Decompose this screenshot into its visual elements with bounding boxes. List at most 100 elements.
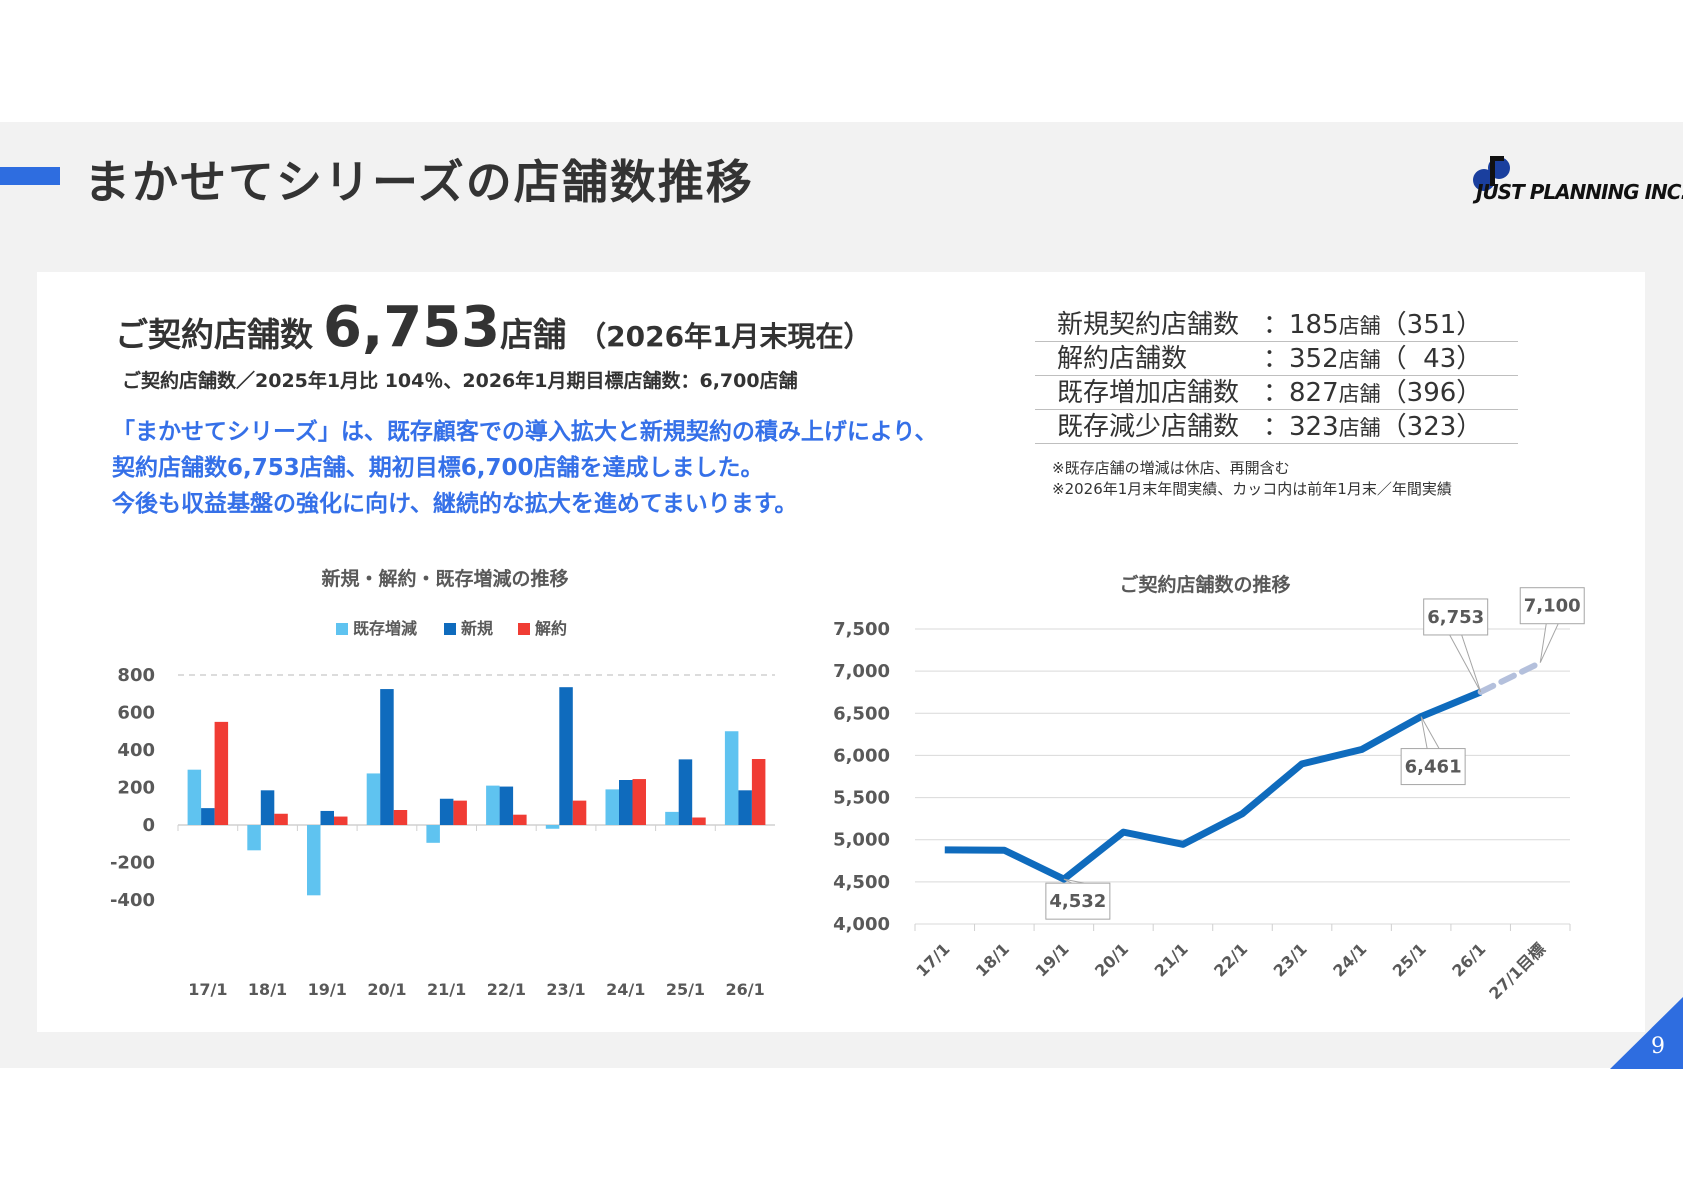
y-tick-label: 400 — [117, 740, 155, 761]
callout-box — [1519, 587, 1585, 625]
stat-value: ：185店舗（351） — [1263, 308, 1482, 343]
y-tick-label: 4,000 — [833, 914, 890, 935]
company-logo-text: JUST PLANNING INC. — [1476, 180, 1683, 204]
stat-number: 827 — [1289, 378, 1339, 408]
bar — [274, 813, 288, 825]
y-tick-label: -200 — [110, 853, 155, 874]
stat-row-existing-decrease: 既存減少店舗数 ：323店舗（323） — [1035, 410, 1518, 444]
chart-title: 新規・解約・既存増減の推移 — [321, 567, 568, 590]
page-number: 9 — [1651, 1034, 1665, 1059]
stat-number: 352 — [1289, 344, 1339, 374]
callout-pointer — [1539, 623, 1559, 663]
bar — [260, 790, 275, 825]
callout-box — [1423, 598, 1489, 636]
x-tick-label: 25/1 — [1389, 939, 1430, 980]
stat-value: ：352店舗（ 43） — [1263, 342, 1482, 377]
data-label: 4,532 — [1049, 891, 1106, 912]
line-chart: ご契約店舗数の推移 4,000 4,500 5,000 5,500 6,000 6,500 7… — [833, 573, 1585, 1003]
stat-sep: ： — [1263, 310, 1290, 340]
bar — [692, 817, 706, 825]
content-panel — [37, 272, 1645, 1032]
y-tick-label: 0 — [142, 815, 155, 836]
contract-line — [944, 688, 1483, 883]
x-tick-label: 22/1 — [1210, 939, 1251, 980]
bar — [513, 814, 527, 825]
bar — [738, 790, 752, 825]
x-tick-label: 26/1 — [1448, 939, 1489, 980]
y-tick-label: 7,500 — [833, 619, 890, 640]
headline-as-of: （2026年1月末現在） — [578, 320, 872, 353]
x-tick-label: 19/1 — [308, 980, 347, 999]
bar — [545, 825, 560, 829]
x-tick-label: 24/1 — [1329, 939, 1370, 980]
x-tick-label: 23/1 — [1270, 939, 1311, 980]
callout-pointer — [1420, 716, 1440, 749]
bar — [393, 810, 408, 825]
x-tick-label: 19/1 — [1032, 939, 1073, 980]
headline-subline: ご契約店舗数／2025年1月比 104％、2026年1月期目標店舗数：6,700… — [122, 370, 798, 392]
x-tick-label: 27/1目標 — [1485, 939, 1549, 1003]
bar — [187, 769, 202, 825]
stat-name: 解約店舗数 — [1057, 344, 1188, 374]
bar — [486, 785, 500, 825]
headline-unit: 店舗 — [500, 315, 567, 354]
bar — [439, 798, 454, 825]
bar — [426, 825, 440, 843]
x-tick-label: 18/1 — [248, 980, 287, 999]
stats-table: 新規契約店舗数 ：185店舗（351） 解約店舗数 ：352店舗（ 43） 既存… — [1035, 308, 1518, 444]
message: 「まかせてシリーズ」は、既存顧客での導入拡大と新規契約の積み上げにより、 契約店… — [112, 414, 937, 522]
y-tick-label: 200 — [117, 778, 155, 799]
x-tick-label: 24/1 — [606, 980, 645, 999]
stat-unit: 店舗 — [1338, 348, 1381, 372]
y-tick-label: 6,500 — [833, 703, 890, 724]
stat-name: 新規契約店舗数 — [1057, 310, 1240, 340]
callout-pointer — [1063, 878, 1084, 884]
y-tick-label: -400 — [110, 890, 155, 911]
bar — [751, 759, 766, 825]
x-tick-label: 18/1 — [972, 939, 1013, 980]
y-tick-label: 5,500 — [833, 788, 890, 809]
data-label: 6,753 — [1427, 607, 1484, 628]
bar — [247, 825, 261, 851]
callout-box — [1045, 882, 1111, 920]
bar — [380, 689, 394, 825]
stat-unit: 店舗 — [1338, 416, 1381, 440]
bar — [619, 780, 633, 825]
footnote: ※既存店舗の増減は休店、再開含む — [1052, 459, 1290, 477]
legend-swatch — [336, 623, 348, 635]
stat-prev: （ 43） — [1380, 344, 1483, 374]
bar — [499, 786, 514, 825]
bar — [334, 816, 348, 825]
bar — [307, 825, 321, 896]
x-tick-label: 21/1 — [1151, 939, 1192, 980]
data-label: 7,100 — [1524, 596, 1581, 617]
page-corner — [1610, 997, 1683, 1069]
x-tick-label: 22/1 — [487, 980, 526, 999]
y-tick-label: 6,000 — [833, 745, 890, 766]
headline-value: 6,753 — [323, 295, 501, 360]
y-tick-label: 4,500 — [833, 872, 890, 893]
bar — [605, 789, 619, 825]
stat-number: 185 — [1289, 310, 1339, 340]
y-tick-label: 5,000 — [833, 830, 890, 851]
x-tick-label: 20/1 — [1091, 939, 1132, 980]
legend-label: 新規 — [461, 619, 493, 638]
stat-value: ：827店舗（396） — [1263, 376, 1482, 411]
bar — [366, 773, 381, 825]
x-tick-label: 23/1 — [546, 980, 585, 999]
bar — [665, 811, 679, 825]
bar — [201, 808, 215, 825]
callout-pointer — [1449, 634, 1482, 693]
legend-label: 解約 — [535, 619, 567, 638]
y-tick-label: 800 — [117, 665, 155, 686]
footnotes: ※既存店舗の増減は休店、再開含む ※2026年1月末年間実績、カッコ内は前年1月… — [1052, 458, 1452, 500]
legend-label: 既存増減 — [353, 619, 417, 638]
stat-unit: 店舗 — [1338, 382, 1381, 406]
message-line: 契約店舗数6,753店舗、期初目標6,700店舗を達成しました。 — [112, 455, 764, 481]
chart-title: ご契約店舗数の推移 — [1119, 573, 1290, 596]
stat-unit: 店舗 — [1338, 314, 1381, 338]
message-line: 「まかせてシリーズ」は、既存顧客での導入拡大と新規契約の積み上げにより、 — [112, 419, 938, 445]
legend-swatch — [518, 623, 530, 635]
x-tick-label: 17/1 — [912, 939, 953, 980]
data-label: 6,461 — [1405, 757, 1462, 778]
